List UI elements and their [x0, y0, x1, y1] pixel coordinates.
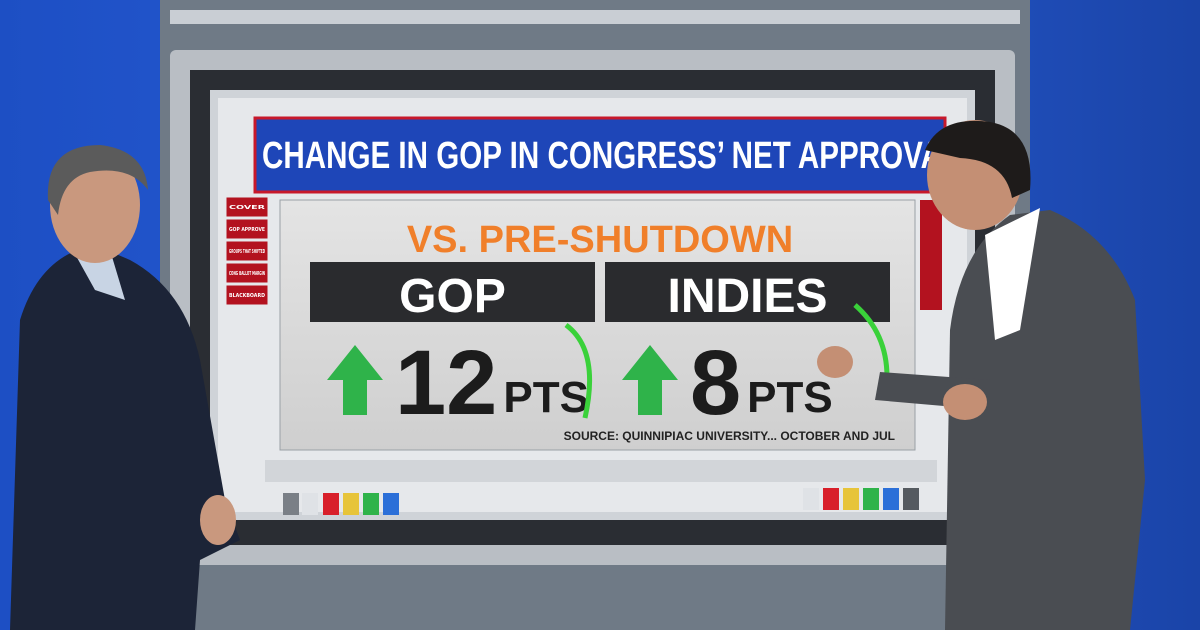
- menu-label: GOP APPROVE: [229, 227, 266, 233]
- menu-label: COVER: [229, 205, 265, 211]
- menu-label: BLACKBOARD: [229, 293, 265, 299]
- panel-header: [605, 262, 890, 322]
- swatches-left: [283, 493, 399, 515]
- menu-label: CONG BALLOT MARGIN: [229, 271, 265, 277]
- panel-unit: PTS: [747, 373, 833, 422]
- menu-item: [225, 240, 269, 262]
- panel-label: INDIES: [667, 270, 827, 323]
- menu-item: [225, 196, 269, 218]
- title: CHANGE IN GOP IN CONGRESS’ NET APPROVA: [262, 135, 942, 177]
- person-left: [10, 145, 240, 630]
- panel-value: 12: [395, 332, 497, 434]
- annotation-stroke: [564, 322, 593, 419]
- content-panel: [279, 199, 916, 451]
- menu-item: [225, 218, 269, 240]
- panel-label: GOP: [399, 270, 506, 323]
- lower-strip: [265, 460, 937, 482]
- menu-item: [225, 284, 269, 306]
- panel-header: [310, 262, 595, 322]
- ceiling-light: [170, 10, 1020, 24]
- side-menu: COVER GOP APPROVE GROUPS THAT SHIFTED CONG …: [225, 196, 269, 306]
- source: SOURCE: QUINNIPIAC UNIVERSITY... OCTOBER…: [564, 429, 895, 443]
- panel-value: 8: [690, 332, 741, 434]
- right-menu: [920, 200, 942, 310]
- subtitle: VS. PRE-SHUTDOWN: [407, 219, 793, 261]
- swatches-right: [803, 488, 919, 510]
- person-right: [817, 120, 1145, 630]
- panel-unit: PTS: [503, 373, 589, 422]
- menu-item: [225, 262, 269, 284]
- menu-label: GROUPS THAT SHIFTED: [229, 249, 265, 255]
- up-arrow: [327, 345, 383, 415]
- up-arrow: [622, 345, 678, 415]
